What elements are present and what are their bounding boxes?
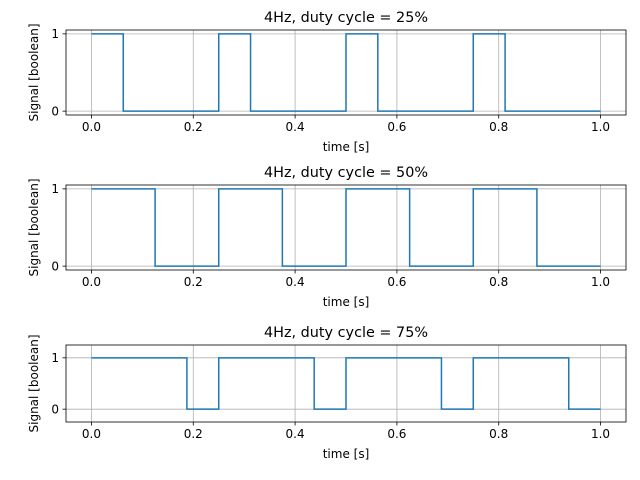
x-tick-label: 1.0 (591, 427, 610, 441)
y-tick-label: 1 (51, 182, 59, 196)
y-tick-label: 1 (51, 351, 59, 365)
x-tick-label: 0.2 (184, 275, 203, 289)
y-tick-label: 0 (51, 402, 59, 416)
x-tick-label: 0.4 (286, 427, 305, 441)
axes-frame (65, 184, 627, 271)
x-tick-label: 0.0 (82, 275, 101, 289)
y-axis-label: Signal [boolean] (27, 178, 41, 276)
x-tick-label: 0.8 (489, 120, 508, 134)
x-tick-label: 0.2 (184, 427, 203, 441)
axes-frame (65, 29, 627, 116)
x-tick-label: 0.8 (489, 427, 508, 441)
x-axis-label: time [s] (323, 140, 370, 154)
x-tick-label: 0.8 (489, 275, 508, 289)
x-tick-label: 0.0 (82, 427, 101, 441)
y-tick-label: 0 (51, 104, 59, 118)
x-axis-label: time [s] (323, 447, 370, 461)
subplot-title: 4Hz, duty cycle = 75% (264, 325, 428, 341)
y-axis-label: Signal [boolean] (27, 334, 41, 432)
y-tick-label: 0 (51, 259, 59, 273)
x-tick-label: 0.4 (286, 120, 305, 134)
signal-line (91, 188, 601, 267)
x-tick-label: 0.4 (286, 275, 305, 289)
y-axis-label: Signal [boolean] (27, 23, 41, 121)
signal-line (91, 33, 601, 112)
x-tick-label: 0.6 (387, 120, 406, 134)
x-axis-label: time [s] (323, 295, 370, 309)
x-tick-label: 0.2 (184, 120, 203, 134)
axes-frame (65, 344, 627, 423)
subplot-title: 4Hz, duty cycle = 25% (264, 10, 428, 26)
subplot-1: 0.0 0.2 0.4 0.6 0.8 1.0 0 1 4Hz, duty cycle = 25… (27, 10, 627, 154)
subplot-2: 0.0 0.2 0.4 0.6 0.8 1.0 0 1 4Hz, duty cycle = 50… (27, 165, 627, 309)
subplot-3: 0.0 0.2 0.4 0.6 0.8 1.0 0 1 4Hz, duty cycle = 75… (27, 325, 627, 461)
signal-line (91, 357, 601, 410)
x-tick-label: 0.0 (82, 120, 101, 134)
x-tick-label: 1.0 (591, 120, 610, 134)
subplot-title: 4Hz, duty cycle = 50% (264, 165, 428, 181)
x-tick-label: 0.6 (387, 427, 406, 441)
y-tick-label: 1 (51, 27, 59, 41)
x-tick-label: 1.0 (591, 275, 610, 289)
x-tick-label: 0.6 (387, 275, 406, 289)
